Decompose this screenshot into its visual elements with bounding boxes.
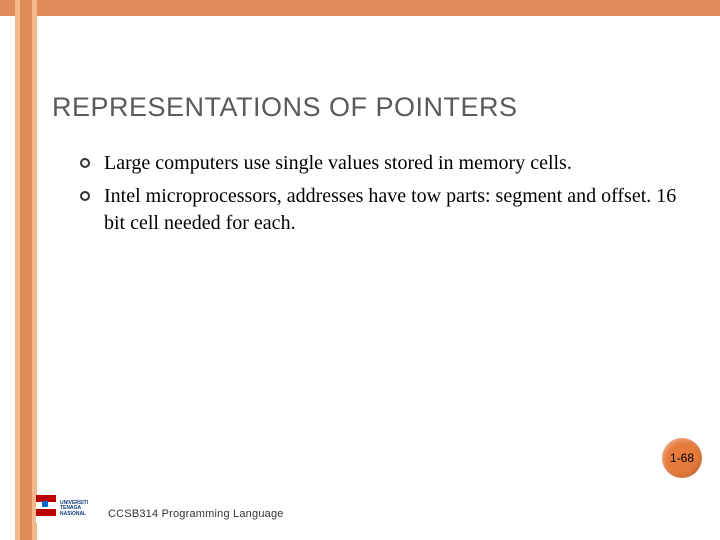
list-item: Intel microprocessors, addresses have to… — [80, 183, 680, 237]
bullet-list: Large computers use single values stored… — [80, 150, 680, 243]
institution-logo: UNIVERSITI TENAGA NASIONAL — [36, 492, 96, 526]
left-accent-stripe-inner — [20, 0, 32, 540]
page-number-badge: 1-68 — [662, 438, 702, 478]
page-number: 1-68 — [670, 451, 694, 465]
bullet-text: Intel microprocessors, addresses have to… — [104, 183, 680, 237]
footer-course-code: CCSB314 Programming Language — [108, 508, 284, 520]
slide: REPRESENTATIONS OF POINTERS Large comput… — [0, 0, 720, 540]
slide-title: REPRESENTATIONS OF POINTERS — [52, 92, 690, 123]
logo-text: UNIVERSITI TENAGA NASIONAL — [60, 501, 88, 517]
bullet-text: Large computers use single values stored… — [104, 150, 572, 177]
bullet-marker-icon — [80, 191, 90, 201]
top-accent-stripe — [0, 0, 720, 16]
list-item: Large computers use single values stored… — [80, 150, 680, 177]
flag-icon — [36, 495, 56, 523]
bullet-marker-icon — [80, 158, 90, 168]
